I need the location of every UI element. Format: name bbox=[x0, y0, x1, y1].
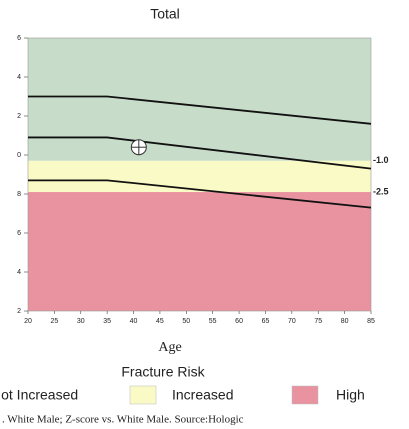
x-tick-label: 20 bbox=[24, 318, 32, 325]
y-tick-label: 2 bbox=[17, 113, 21, 120]
y-tick-label: 0 bbox=[17, 152, 21, 159]
y-tick-label: 6 bbox=[17, 35, 21, 42]
x-tick-label: 75 bbox=[314, 318, 322, 325]
patient-marker bbox=[130, 139, 147, 156]
reference-curve bbox=[28, 179, 372, 209]
x-tick-label: 50 bbox=[182, 318, 190, 325]
legend-swatch bbox=[291, 385, 319, 405]
x-tick-label: 60 bbox=[235, 318, 243, 325]
y-tick-label: 6 bbox=[17, 230, 21, 237]
legend-label: Increased bbox=[172, 387, 233, 403]
x-tick-label: 70 bbox=[288, 318, 296, 325]
y-tick-label: 8 bbox=[17, 191, 21, 198]
chart-title: Total bbox=[150, 6, 180, 22]
x-axis-label: Age bbox=[158, 340, 181, 355]
x-tick-label: 85 bbox=[367, 318, 375, 325]
y-tick-label: 4 bbox=[17, 74, 21, 81]
reference-curve bbox=[28, 136, 372, 170]
x-tick-label: 80 bbox=[341, 318, 349, 325]
legend-label: High bbox=[336, 387, 365, 403]
risk-band bbox=[28, 38, 371, 161]
threshold-label: -2.5 bbox=[373, 186, 389, 196]
risk-band bbox=[28, 192, 371, 311]
legend-swatch bbox=[129, 385, 157, 405]
reference-curve bbox=[28, 95, 372, 125]
threshold-label: -1.0 bbox=[373, 155, 389, 165]
y-tick-label: 2 bbox=[17, 308, 21, 315]
plot-frame bbox=[27, 37, 372, 312]
x-tick-label: 25 bbox=[50, 318, 58, 325]
legend-title: Fracture Risk bbox=[121, 364, 205, 380]
footer: . White Male; Z-score vs. White Male. So… bbox=[2, 414, 244, 426]
risk-band bbox=[28, 160, 371, 193]
x-tick-label: 30 bbox=[77, 318, 85, 325]
x-tick-label: 35 bbox=[103, 318, 111, 325]
x-tick-label: 45 bbox=[156, 318, 164, 325]
x-tick-label: 65 bbox=[262, 318, 270, 325]
legend-label: Not Increased bbox=[0, 387, 78, 403]
x-tick-label: 40 bbox=[130, 318, 138, 325]
y-tick-label: 4 bbox=[17, 269, 21, 276]
x-tick-label: 55 bbox=[209, 318, 217, 325]
